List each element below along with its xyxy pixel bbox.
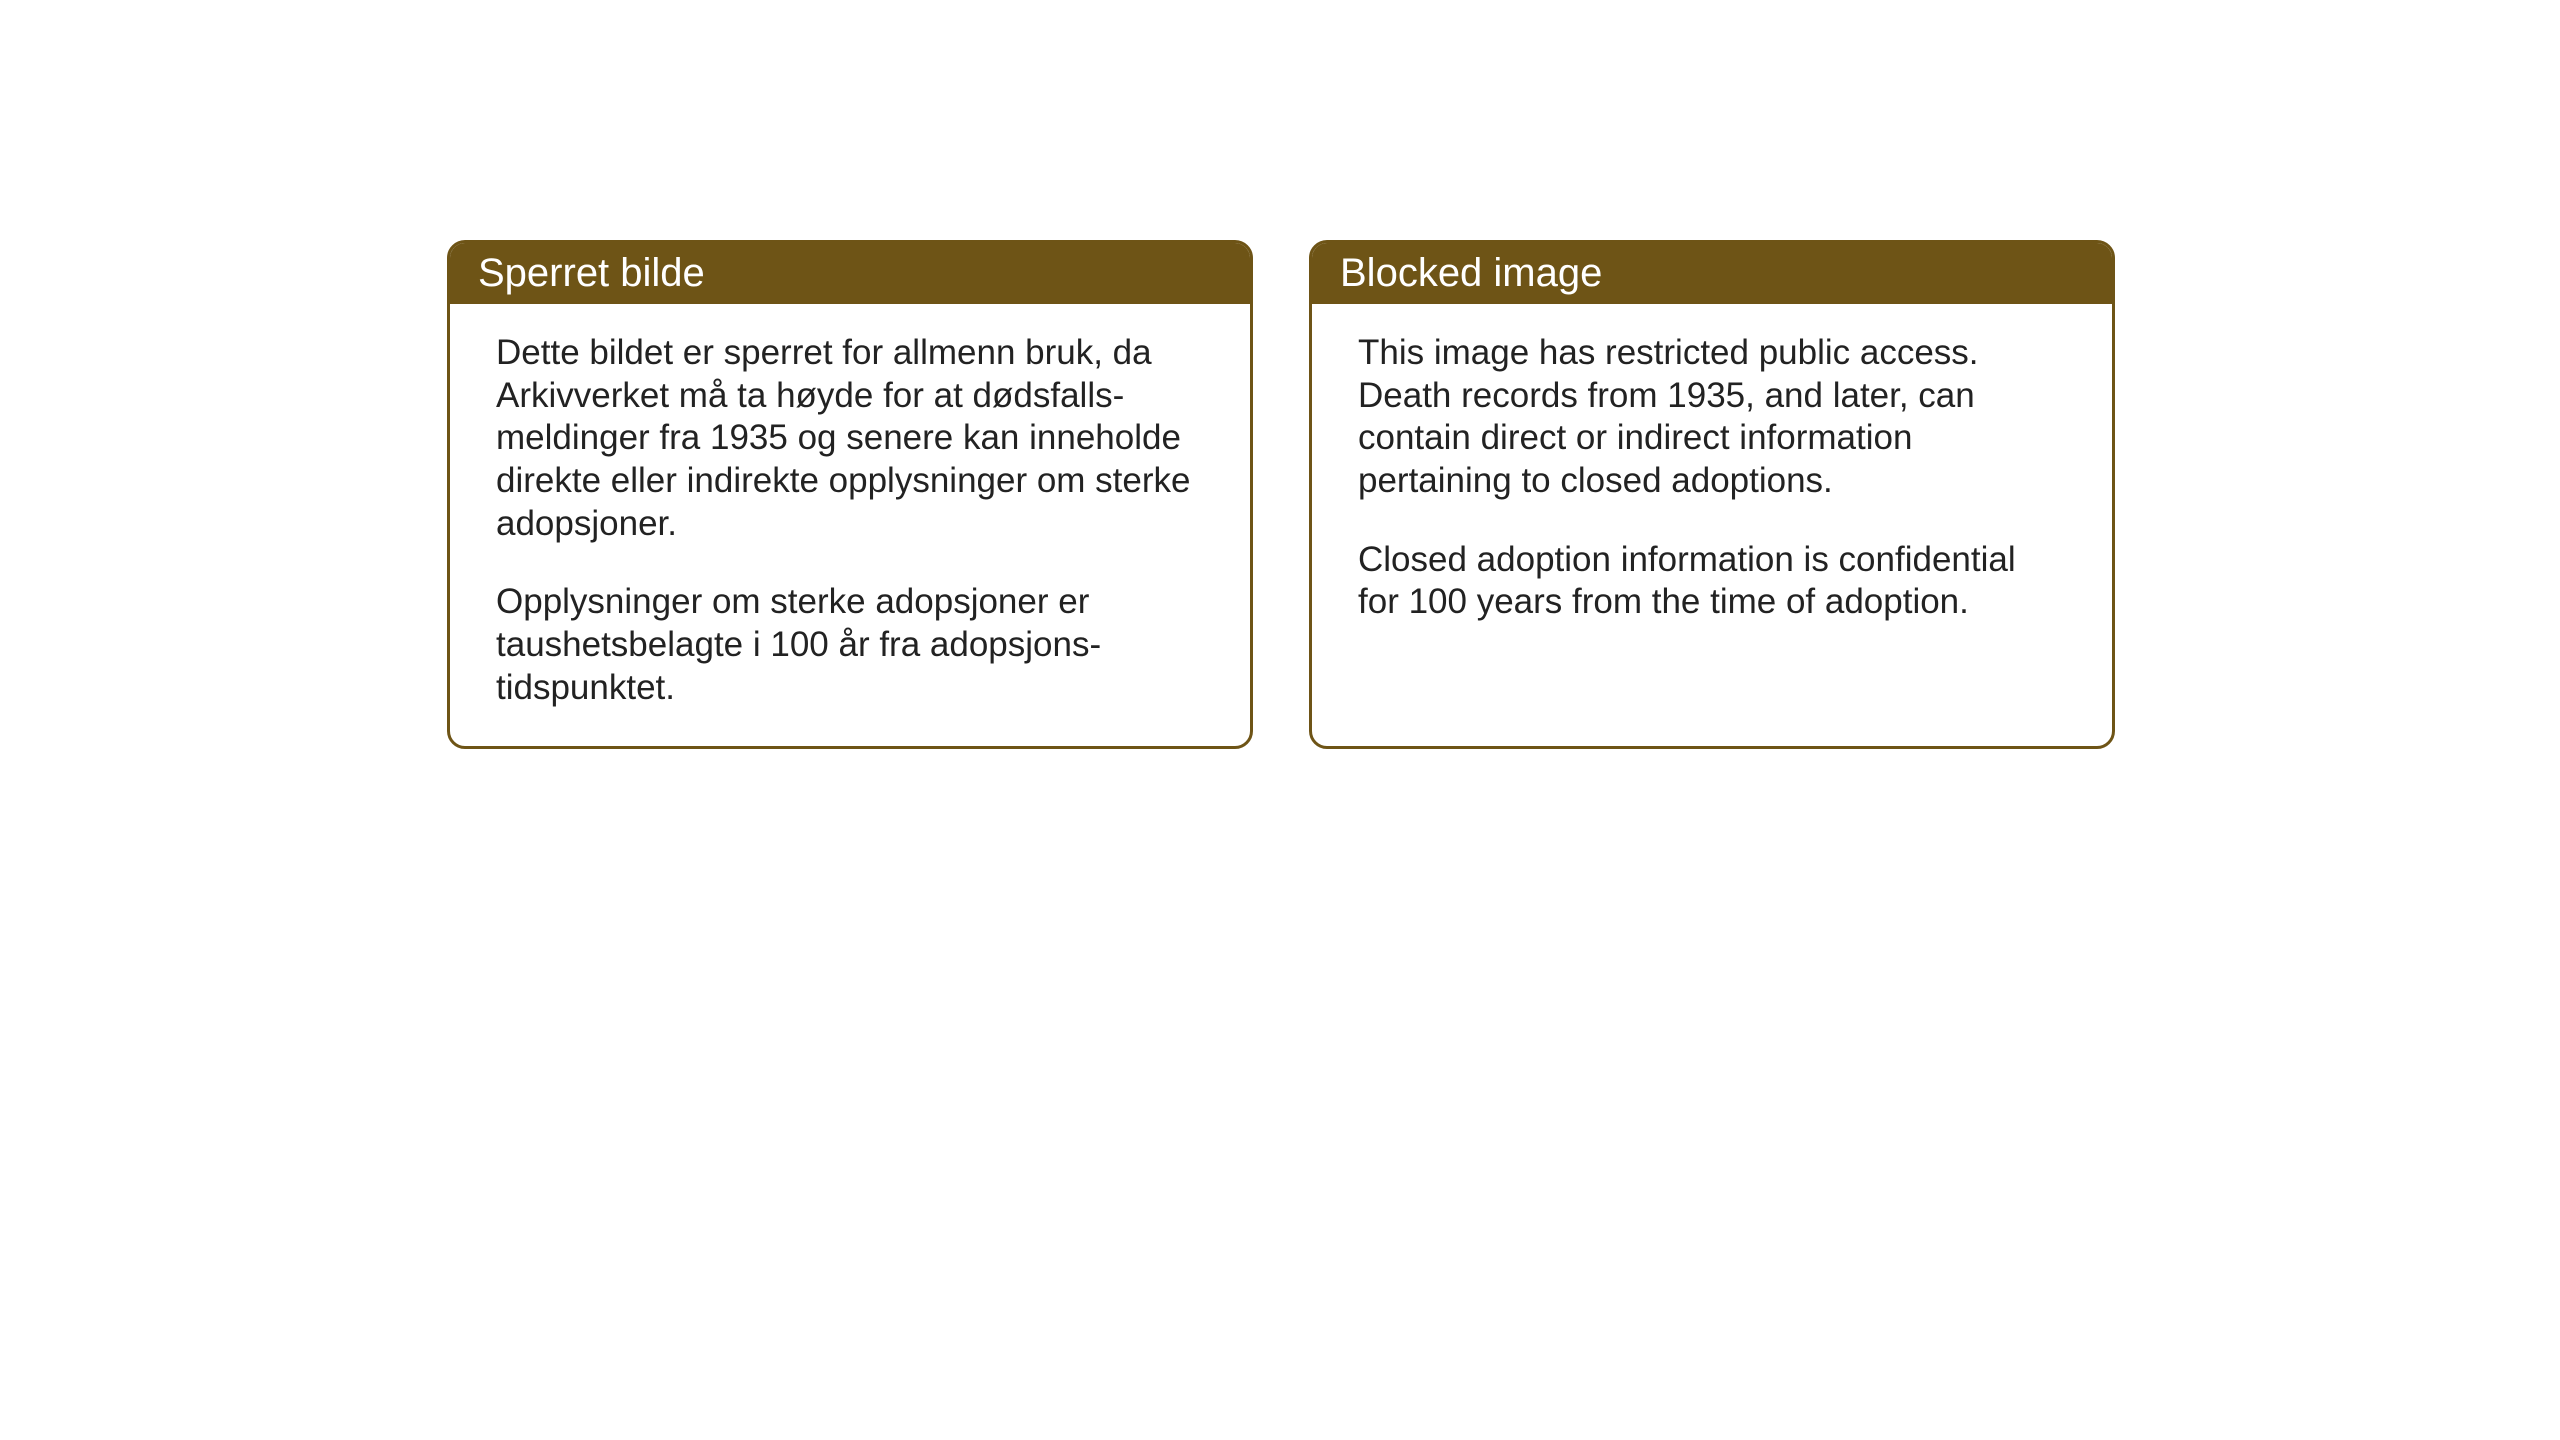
norwegian-title: Sperret bilde xyxy=(478,251,705,295)
english-paragraph-2: Closed adoption information is confident… xyxy=(1358,539,2066,624)
english-title: Blocked image xyxy=(1340,251,1602,295)
english-paragraph-1: This image has restricted public access.… xyxy=(1358,332,2066,503)
norwegian-notice-box: Sperret bilde Dette bildet er sperret fo… xyxy=(447,240,1253,749)
english-notice-header: Blocked image xyxy=(1312,243,2112,304)
norwegian-paragraph-1: Dette bildet er sperret for allmenn bruk… xyxy=(496,332,1204,545)
norwegian-notice-header: Sperret bilde xyxy=(450,243,1250,304)
english-notice-box: Blocked image This image has restricted … xyxy=(1309,240,2115,749)
norwegian-paragraph-2: Opplysninger om sterke adopsjoner er tau… xyxy=(496,581,1204,709)
notice-container: Sperret bilde Dette bildet er sperret fo… xyxy=(447,240,2115,749)
norwegian-notice-body: Dette bildet er sperret for allmenn bruk… xyxy=(450,304,1250,746)
english-notice-body: This image has restricted public access.… xyxy=(1312,304,2112,660)
